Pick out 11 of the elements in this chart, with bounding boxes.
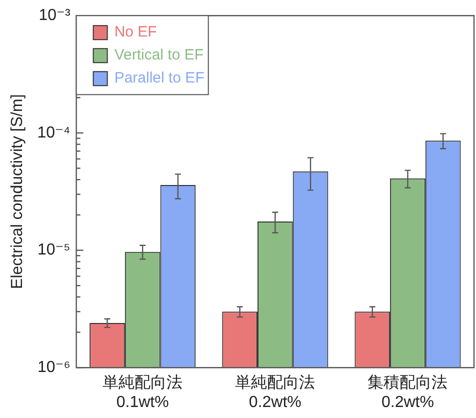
y-tick-label: 10⁻⁶ bbox=[37, 359, 70, 376]
y-tick-label: 10⁻⁴ bbox=[37, 124, 70, 142]
legend-label: Parallel to EF bbox=[114, 70, 204, 87]
legend-label: Vertical to EF bbox=[114, 46, 204, 64]
x-tick-label: 単純配向法 0.2wt% bbox=[235, 374, 316, 411]
y-axis-title: Electrical conductivity [S/m] bbox=[9, 94, 26, 289]
x-tick-label: 単純配向法 0.1wt% bbox=[102, 374, 183, 411]
y-tick-label: 10⁻³ bbox=[38, 7, 71, 24]
legend-label: No EF bbox=[114, 24, 157, 41]
x-tick-label: 集積配向法 0.2wt% bbox=[368, 374, 448, 411]
y-tick-label: 10⁻⁵ bbox=[37, 242, 70, 259]
